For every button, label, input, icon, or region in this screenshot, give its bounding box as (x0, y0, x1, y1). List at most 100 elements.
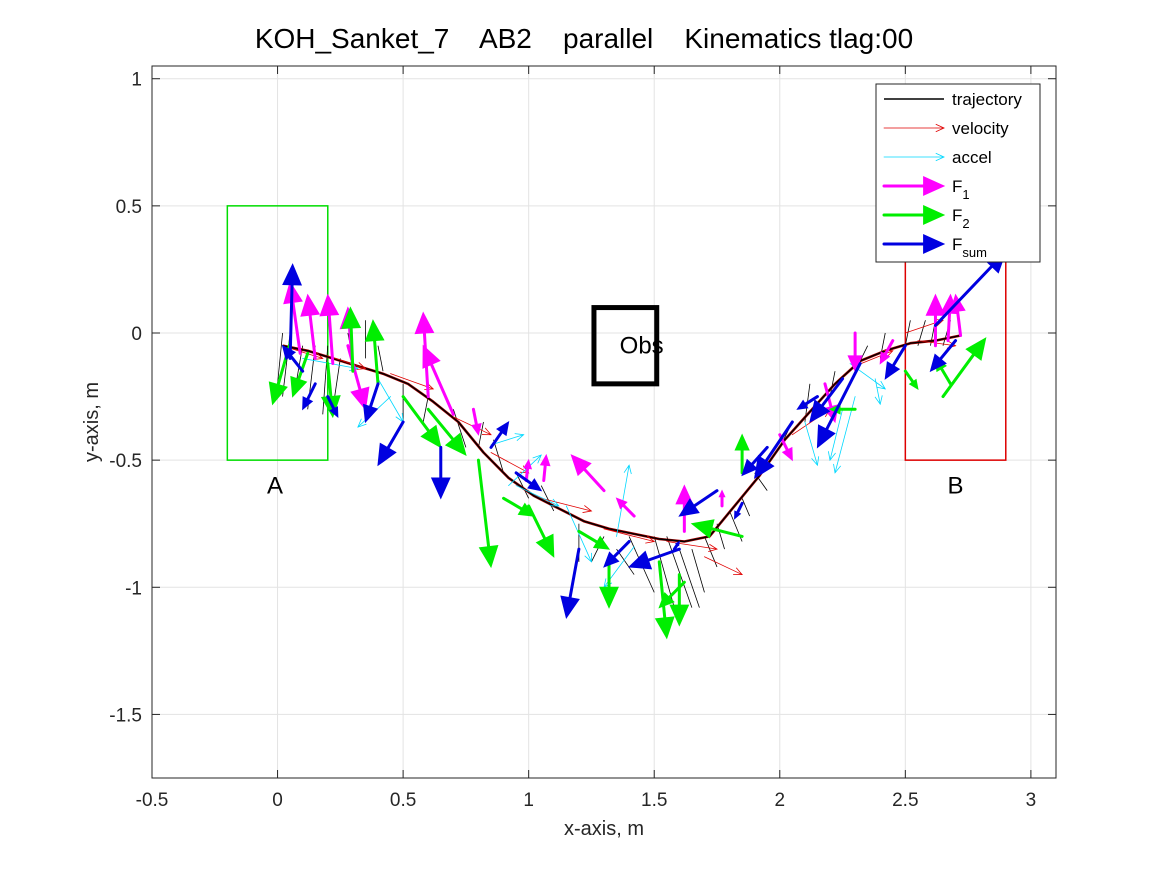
fsum-arrow-shaft (750, 445, 769, 466)
legend-label-main: trajectory (952, 90, 1022, 109)
f2-arrow-head (290, 375, 308, 398)
fsum-arrow-shaft (489, 430, 504, 449)
accel-arrow (515, 485, 560, 507)
f2-arrow-head (658, 592, 675, 609)
f1-arrow-head (615, 497, 628, 510)
fsum-arrow-head (430, 477, 451, 500)
fsum-arrow-head (929, 353, 947, 373)
fsum-arrow-head (560, 595, 580, 619)
accel-arrow-shaft (804, 421, 816, 458)
fsum-arrow (281, 344, 305, 373)
legend-label-main: F (952, 177, 962, 196)
accel-arrow-shaft (377, 378, 400, 416)
fsum-arrow-shaft (568, 547, 581, 600)
f2-arrow-shaft (349, 326, 355, 373)
f1-arrow-shaft (582, 467, 606, 493)
legend-label-subscript: 1 (962, 187, 969, 202)
accel-arrow-tip (878, 383, 886, 390)
fsum-arrow-head (627, 550, 653, 570)
region-a (226, 205, 329, 461)
fsum-arrow (884, 344, 907, 380)
f2-arrow-head (690, 519, 715, 539)
y-tick-label: 0.5 (116, 197, 142, 218)
velocity-arrow-tip (646, 539, 655, 542)
legend-label: velocity (952, 119, 1009, 138)
f1-arrow (471, 407, 482, 436)
f2-arrow-head (478, 545, 499, 569)
fsum-arrow-head (496, 420, 510, 437)
f1-arrow-shaft (327, 313, 335, 366)
fsum-arrow-shaft (326, 395, 336, 411)
legend-label-subscript: sum (962, 245, 987, 260)
f1-arrow-shaft (622, 503, 636, 518)
f1-arrow (319, 293, 340, 366)
f2-arrow-shaft (939, 367, 953, 386)
f2-arrow-head (599, 586, 619, 609)
accel-arrow (804, 421, 820, 467)
fsum-arrow (514, 471, 543, 492)
oscillation-segment (678, 549, 700, 608)
f1-arrow-head (718, 489, 726, 498)
f1-arrow (422, 344, 455, 416)
fsum-arrow-shaft (891, 344, 907, 368)
fsum-arrow (627, 547, 681, 570)
f2-arrow-head (654, 616, 675, 640)
f2-arrow (658, 580, 686, 609)
fsum-arrow-head (282, 263, 303, 286)
f2-arrow (320, 362, 341, 419)
f1-arrow-shaft (956, 309, 963, 338)
fsum-arrow-shaft (825, 362, 862, 431)
fsum-arrow (816, 362, 862, 449)
f1-arrow (879, 339, 895, 365)
fsum-arrow-head (302, 396, 314, 411)
legend-box (875, 83, 1041, 263)
fsum-arrow-shaft (736, 501, 744, 515)
f2-arrow-head (320, 395, 341, 419)
region-labels: A B Obs (267, 333, 964, 500)
fsum-arrow-shaft (803, 395, 819, 406)
accel-arrow (565, 505, 592, 563)
region-obs (591, 305, 660, 387)
velocity-arrow-tip (583, 508, 592, 512)
fsum-arrow-shaft (938, 339, 958, 361)
f2-arrow-shaft (941, 353, 976, 399)
f2-arrow-shaft (297, 351, 310, 381)
legend-label: accel (952, 148, 992, 167)
y-tick-label: -1 (125, 578, 142, 599)
fsum-arrow-shaft (514, 471, 533, 486)
f1-arrow-shaft (308, 313, 317, 360)
fsum-arrow-head (734, 510, 742, 520)
fsum-arrow-shaft (289, 354, 305, 373)
x-tick-label: 0.5 (390, 790, 416, 811)
legend-swatch-velocity (883, 123, 945, 133)
plot-content (226, 205, 1007, 640)
accel-arrow-tip (878, 396, 881, 405)
f1-arrow-shaft (823, 382, 833, 409)
f1-arrow-head (539, 453, 551, 467)
accel-arrow-tip (534, 454, 542, 461)
velocity-arrow-shaft (289, 347, 316, 357)
fsum-arrow (796, 395, 819, 410)
f2-arrow-head (268, 381, 288, 406)
fsum-arrow-head (675, 540, 681, 547)
accel-arrow (874, 378, 883, 406)
region-label-a: A (267, 473, 283, 500)
accel-arrow-tip (551, 502, 559, 507)
f2-arrow-head (341, 306, 362, 329)
legend-label-subscript: 2 (962, 216, 969, 231)
fsum-arrow-shaft (764, 420, 794, 463)
velocity-arrow-tip (357, 365, 366, 369)
legend-swatch-accel (883, 152, 945, 162)
ticks: -0.5 0 0.5 1 1.5 2 2.5 3 -1.5 -1 -0.5 0 0.5 1 (109, 66, 1056, 811)
legend-swatch-F2 (882, 205, 946, 225)
accel-arrow-shaft (831, 408, 843, 453)
f1-arrow-head (925, 293, 946, 316)
x-tick-label: 2.5 (892, 790, 918, 811)
fsum-arrow-head (678, 498, 700, 517)
oscillation-segment (666, 536, 693, 608)
series-f2 (268, 306, 987, 640)
oscillation-segment (377, 345, 384, 372)
accel-arrow-shaft (302, 358, 351, 368)
f2-arrow-head (908, 378, 919, 390)
